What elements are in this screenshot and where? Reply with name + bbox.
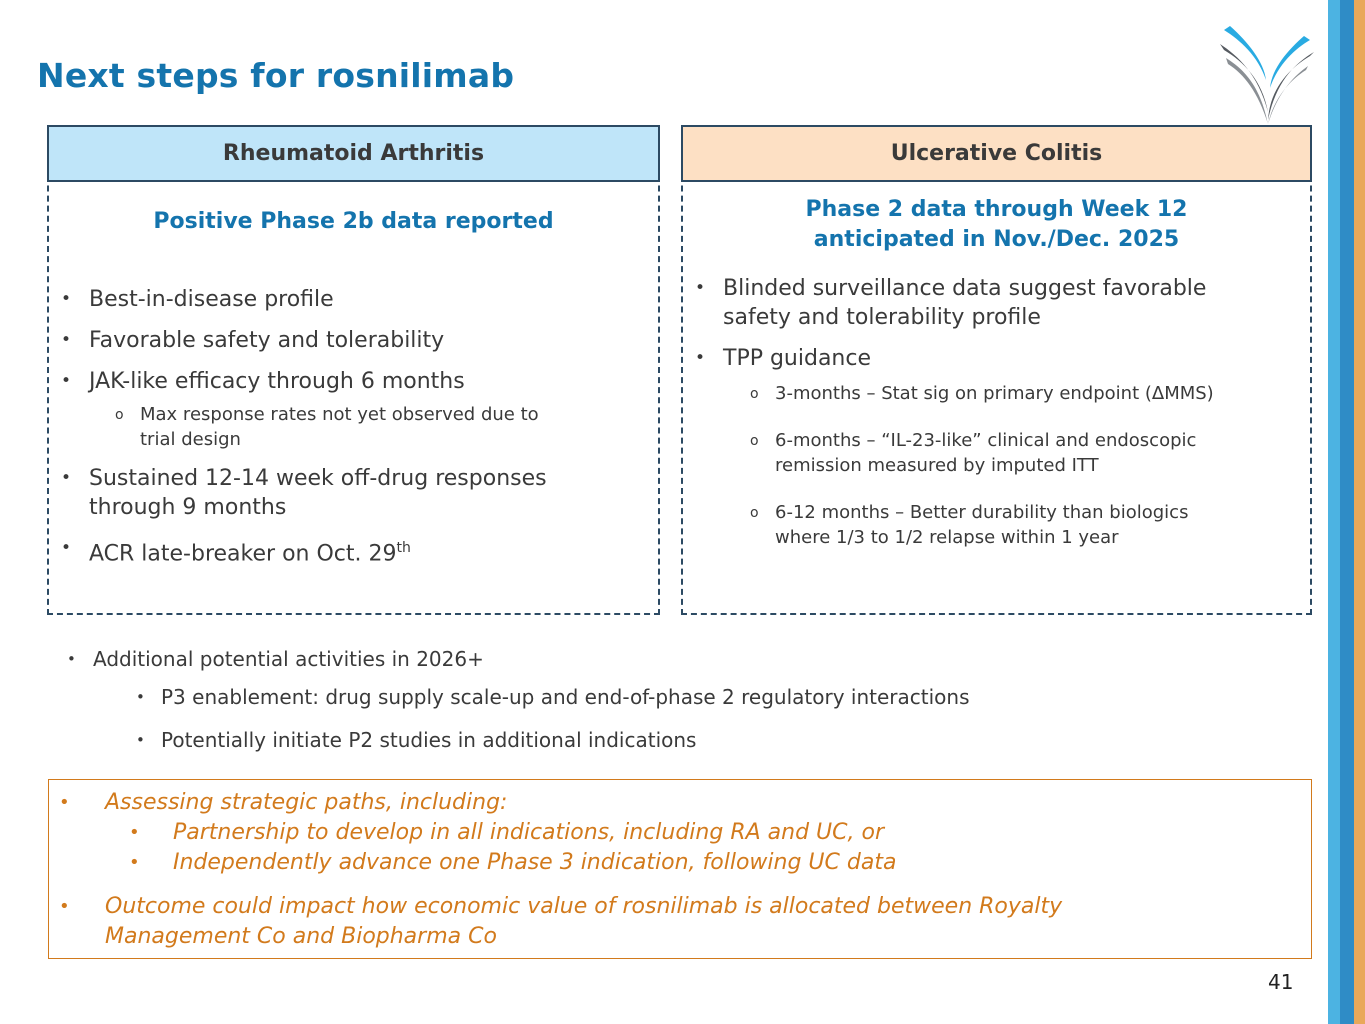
decor-stripe-light-blue xyxy=(1328,0,1340,1024)
uc-bullet1-line1: Blinded surveillance data suggest favora… xyxy=(723,276,1207,301)
uc-bullet: TPP guidance xyxy=(683,344,1308,373)
uc-bullet1-line2: safety and tolerability profile xyxy=(723,305,1041,330)
strategy-bullet-icon: • xyxy=(129,852,140,873)
circle-bullet-icon: o xyxy=(750,386,759,402)
page-title: Next steps for rosnilimab xyxy=(37,56,515,95)
decor-stripe-blue xyxy=(1340,0,1354,1024)
ra-bullet4-line1: Sustained 12-14 week off-drug responses xyxy=(89,466,547,491)
ra-panel: Rheumatoid Arthritis Positive Phase 2b d… xyxy=(47,125,660,615)
ra-bullet-list: Best-in-disease profile Favorable safety… xyxy=(49,285,649,568)
uc-sub1-text: 3-months – Stat sig on primary endpoint … xyxy=(775,383,1214,404)
activities-item: Potentially initiate P2 studies in addit… xyxy=(60,727,970,753)
company-logo-icon xyxy=(1220,26,1314,124)
activities-main: Additional potential activities in 2026+ xyxy=(60,646,970,672)
uc-sub-bullet: o 6-months – “IL-23-like” clinical and e… xyxy=(683,428,1308,478)
uc-subtitle-line2: anticipated in Nov./Dec. 2025 xyxy=(813,227,1180,252)
activities-section: Additional potential activities in 2026+… xyxy=(60,646,970,753)
strategy-line2a: Outcome could impact how economic value … xyxy=(105,894,1063,919)
ra-bullet: Sustained 12-14 week off-drug responses … xyxy=(49,464,649,522)
ra-bullet: ACR late-breaker on Oct. 29th xyxy=(49,534,649,568)
strategy-line1: Assessing strategic paths, including: xyxy=(105,790,508,815)
uc-bullet-list: Blinded surveillance data suggest favora… xyxy=(683,274,1308,550)
uc-sub3-line1: 6-12 months – Better durability than bio… xyxy=(775,502,1189,523)
circle-bullet-icon: o xyxy=(115,407,124,423)
ra-bullet: JAK-like efficacy through 6 months xyxy=(49,367,649,396)
uc-sub2-line2: remission measured by imputed ITT xyxy=(775,455,1099,476)
uc-bullet: Blinded surveillance data suggest favora… xyxy=(683,274,1308,332)
ra-bullet: Favorable safety and tolerability xyxy=(49,326,649,355)
strategy-bullet-icon: • xyxy=(59,792,70,813)
strategy-bullet-icon: • xyxy=(129,822,140,843)
decor-stripe-orange xyxy=(1354,0,1365,1024)
ra-sub-bullet-line2: trial design xyxy=(140,429,241,450)
circle-bullet-icon: o xyxy=(750,433,759,449)
activities-item: P3 enablement: drug supply scale-up and … xyxy=(60,684,970,710)
strategy-line2b: Management Co and Biopharma Co xyxy=(105,924,497,949)
uc-subtitle: Phase 2 data through Week 12 anticipated… xyxy=(683,195,1310,255)
uc-sub-bullet: o 6-12 months – Better durability than b… xyxy=(683,500,1308,550)
ra-sub-bullet-line1: Max response rates not yet observed due … xyxy=(140,404,539,425)
uc-sub3-line2: where 1/3 to 1/2 relapse within 1 year xyxy=(775,527,1119,548)
ra-sub-bullet: o Max response rates not yet observed du… xyxy=(49,402,649,452)
strategy-sub2: Independently advance one Phase 3 indica… xyxy=(173,850,897,875)
circle-bullet-icon: o xyxy=(750,505,759,521)
ra-bullet5-sup: th xyxy=(396,540,411,556)
ra-subtitle: Positive Phase 2b data reported xyxy=(153,209,554,234)
ra-header: Rheumatoid Arthritis xyxy=(47,125,660,182)
uc-sub-bullet: o 3-months – Stat sig on primary endpoin… xyxy=(683,381,1308,406)
uc-panel: Ulcerative Colitis Phase 2 data through … xyxy=(681,125,1312,615)
uc-sub2-line1: 6-months – “IL-23-like” clinical and end… xyxy=(775,430,1197,451)
ra-bullet4-line2: through 9 months xyxy=(89,495,287,520)
page-number: 41 xyxy=(1268,970,1294,994)
uc-subtitle-line1: Phase 2 data through Week 12 xyxy=(805,197,1188,222)
ra-bullet5-text: ACR late-breaker on Oct. 29 xyxy=(89,541,397,567)
strategy-sub1: Partnership to develop in all indication… xyxy=(173,820,884,845)
ra-bullet: Best-in-disease profile xyxy=(49,285,649,314)
strategy-bullet-icon: • xyxy=(59,896,70,917)
uc-header: Ulcerative Colitis xyxy=(681,125,1312,182)
strategy-box: • Assessing strategic paths, including: … xyxy=(48,779,1312,959)
strategy-line2: Outcome could impact how economic value … xyxy=(105,892,1062,952)
